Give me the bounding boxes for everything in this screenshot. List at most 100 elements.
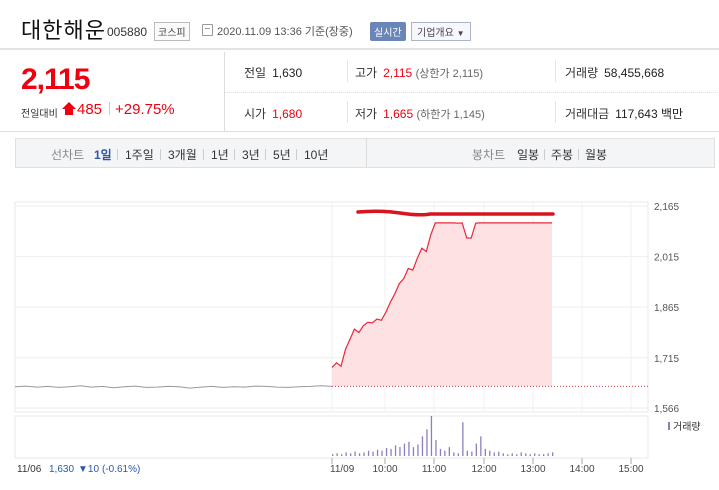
period-10y[interactable]: 10년 (304, 148, 329, 162)
volume-bar (543, 454, 545, 456)
volume-bar (417, 444, 419, 456)
chart-grid (14, 201, 649, 459)
line-chart-label: 선차트 (51, 148, 85, 162)
company-overview-label: 기업개요 (417, 28, 454, 39)
period-1d[interactable]: 1일 (94, 148, 112, 162)
volume-bar (520, 452, 522, 456)
stock-name: 대한해운 (21, 18, 106, 43)
divider (347, 101, 348, 123)
divider (296, 149, 297, 160)
volume-bar (376, 449, 379, 456)
volume-bar (412, 447, 415, 456)
volume-bar (367, 450, 370, 456)
volume-bar (529, 454, 531, 456)
volume-bar (426, 429, 428, 456)
volume-bar (489, 450, 491, 456)
prev-day-series-line (14, 385, 333, 389)
market-badge: 코스피 (154, 22, 190, 41)
divider (265, 149, 266, 160)
high-label: 고가 (355, 66, 378, 80)
price-area-fill (332, 222, 552, 387)
volume-bar (408, 441, 410, 456)
volume-bar (538, 454, 540, 456)
volume-bar (471, 451, 473, 456)
period-1y[interactable]: 1년 (211, 148, 229, 162)
prev-close-cell: 전일 1,630 (244, 64, 302, 81)
prev-day-date: 11/06 (17, 464, 42, 475)
realtime-button[interactable]: 실시간 (370, 22, 406, 41)
price-series-line (331, 222, 552, 368)
divider (109, 102, 110, 115)
x-tick-label: 11/09 (330, 464, 355, 475)
volume-value: 58,455,668 (604, 66, 665, 80)
current-price: 2,115 (21, 63, 90, 96)
prev-day-close: 1,630 (49, 464, 74, 475)
divider (117, 149, 118, 160)
volume-bar (394, 445, 397, 456)
volume-bar (552, 452, 554, 456)
low-cell: 저가 1,665 (하한가 1,145) (355, 105, 485, 122)
open-cell: 시가 1,680 (244, 105, 302, 122)
volume-bar (493, 452, 495, 456)
volume-bar (547, 453, 549, 456)
volume-bar (345, 452, 347, 456)
calendar-icon (202, 24, 213, 36)
candle-monthly[interactable]: 월봉 (585, 148, 608, 162)
high-cell: 고가 2,115 (상한가 2,115) (355, 64, 483, 81)
volume-bar (525, 453, 527, 456)
price-detail-grid: 전일 1,630 고가 2,115 (상한가 2,115) 거래량 58,455,66… (224, 52, 719, 132)
period-1w[interactable]: 1주일 (125, 148, 154, 162)
volume-bar (498, 451, 500, 456)
volume-bar (507, 454, 509, 456)
company-overview-button[interactable]: 기업개요 ▼ (411, 22, 471, 41)
x-tick-label: 14:00 (569, 464, 594, 475)
x-tick-label: 13:00 (520, 464, 545, 475)
y-tick-label: 1,566 (654, 404, 679, 415)
volume-bar (484, 448, 486, 456)
timestamp: 2020.11.09 13:36 기준(장중) (217, 26, 353, 38)
candle-daily[interactable]: 일봉 (517, 148, 540, 162)
volume-bar (435, 440, 437, 456)
volume-bar (390, 448, 392, 456)
y-tick-label: 1,715 (654, 354, 679, 365)
period-3y[interactable]: 3년 (242, 148, 260, 162)
open-value: 1,680 (272, 107, 303, 121)
arrow-up-icon (62, 102, 76, 115)
upper-limit: (상한가 2,115) (415, 68, 484, 80)
volume-bar (502, 453, 504, 456)
annotation-stroke (356, 209, 555, 217)
price-summary: 2,115 전일대비 485 +29.75% 전일 1,630 고가 2,115 (… (0, 52, 719, 132)
price-chart: 2,165 2,015 1,865 1,715 1,566 11/09 10:00 11:0… (0, 180, 719, 490)
volume-bar (511, 453, 513, 456)
period-5y[interactable]: 5년 (273, 148, 291, 162)
y-tick-label: 1,865 (654, 303, 679, 314)
prev-day-change: ▼10 (78, 464, 99, 475)
x-axis: 11/09 10:00 11:00 12:00 13:00 14:00 15:00 (330, 458, 644, 475)
amount-value: 117,643 백만 (615, 107, 684, 121)
volume-legend-swatch (668, 422, 670, 430)
volume-bar (475, 443, 477, 456)
volume-bar (350, 453, 352, 456)
divider (203, 149, 204, 160)
low-value: 1,665 (383, 107, 414, 121)
volume-bar (439, 448, 442, 456)
divider (555, 60, 556, 82)
volume-bar (341, 454, 343, 456)
volume-legend: 거래량 (668, 421, 701, 433)
prev-day-label: 전일대비 (21, 109, 58, 120)
volume-bar (332, 454, 334, 456)
volume-bar (462, 422, 464, 456)
candle-weekly[interactable]: 주봉 (551, 148, 574, 162)
candle-chart-label: 봉차트 (472, 148, 506, 162)
y-tick-label: 2,015 (654, 253, 679, 264)
period-3m[interactable]: 3개월 (168, 148, 197, 162)
volume-bar (453, 452, 455, 456)
lower-limit: (하한가 1,145) (416, 109, 485, 121)
amount-cell: 거래대금 117,643 백만 (565, 105, 683, 122)
divider (555, 101, 556, 123)
prev-day-pct: (-0.61%) (102, 464, 140, 475)
x-tick-label: 10:00 (372, 464, 397, 475)
volume-bar (444, 450, 446, 456)
prev-day-info: 11/06 1,630 ▼10 (-0.61%) (17, 464, 140, 475)
divider (578, 149, 579, 160)
